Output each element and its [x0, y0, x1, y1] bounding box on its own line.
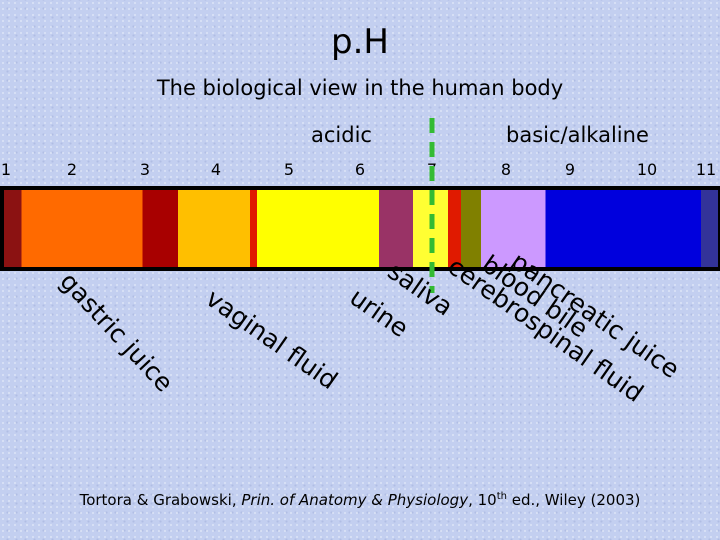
ph-tick-5: 5 — [283, 160, 295, 179]
citation-edition: , 10 — [468, 491, 497, 509]
fluid-label-vaginal-fluid: vaginal fluid — [200, 283, 343, 396]
ph-segment-11 — [545, 190, 702, 267]
page-subtitle: The biological view in the human body — [156, 76, 564, 100]
ph-tick-1: 1 — [0, 160, 12, 179]
ph-segment-9 — [461, 190, 482, 267]
ph-segment-8 — [447, 190, 462, 267]
ph-segment-10 — [481, 190, 546, 267]
neutral-ph7-marker — [429, 118, 435, 293]
citation-book-title: Prin. of Anatomy & Physiology — [241, 491, 469, 509]
ph-segment-3 — [178, 190, 250, 267]
citation-authors: Tortora & Grabowski, — [79, 491, 242, 509]
citation-edition-suffix: th — [496, 491, 507, 502]
fluid-label-gastric-juice: gastric juice — [54, 266, 179, 398]
basic-alkaline-label: basic/alkaline — [506, 123, 649, 147]
ph-segment-12 — [701, 190, 718, 267]
ph-segment-1 — [21, 190, 143, 267]
ph-tick-9: 9 — [564, 160, 576, 179]
page-title: p.H — [331, 22, 389, 62]
ph-segment-4 — [249, 190, 258, 267]
citation-publisher: ed., Wiley (2003) — [506, 491, 641, 509]
acidic-label: acidic — [311, 123, 372, 147]
ph-tick-4: 4 — [210, 160, 222, 179]
ph-tick-8: 8 — [500, 160, 512, 179]
ph-segment-2 — [142, 190, 178, 267]
ph-tick-2: 2 — [66, 160, 78, 179]
citation: Tortora & Grabowski, Prin. of Anatomy & … — [0, 491, 720, 509]
ph-tick-6: 6 — [354, 160, 366, 179]
ph-tick-3: 3 — [139, 160, 151, 179]
ph-tick-11: 11 — [695, 160, 717, 179]
ph-segment-6 — [379, 190, 413, 267]
ph-segment-0 — [4, 190, 22, 267]
ph-color-strip — [4, 190, 718, 267]
ph-segment-5 — [257, 190, 379, 267]
ph-tick-10: 10 — [636, 160, 658, 179]
